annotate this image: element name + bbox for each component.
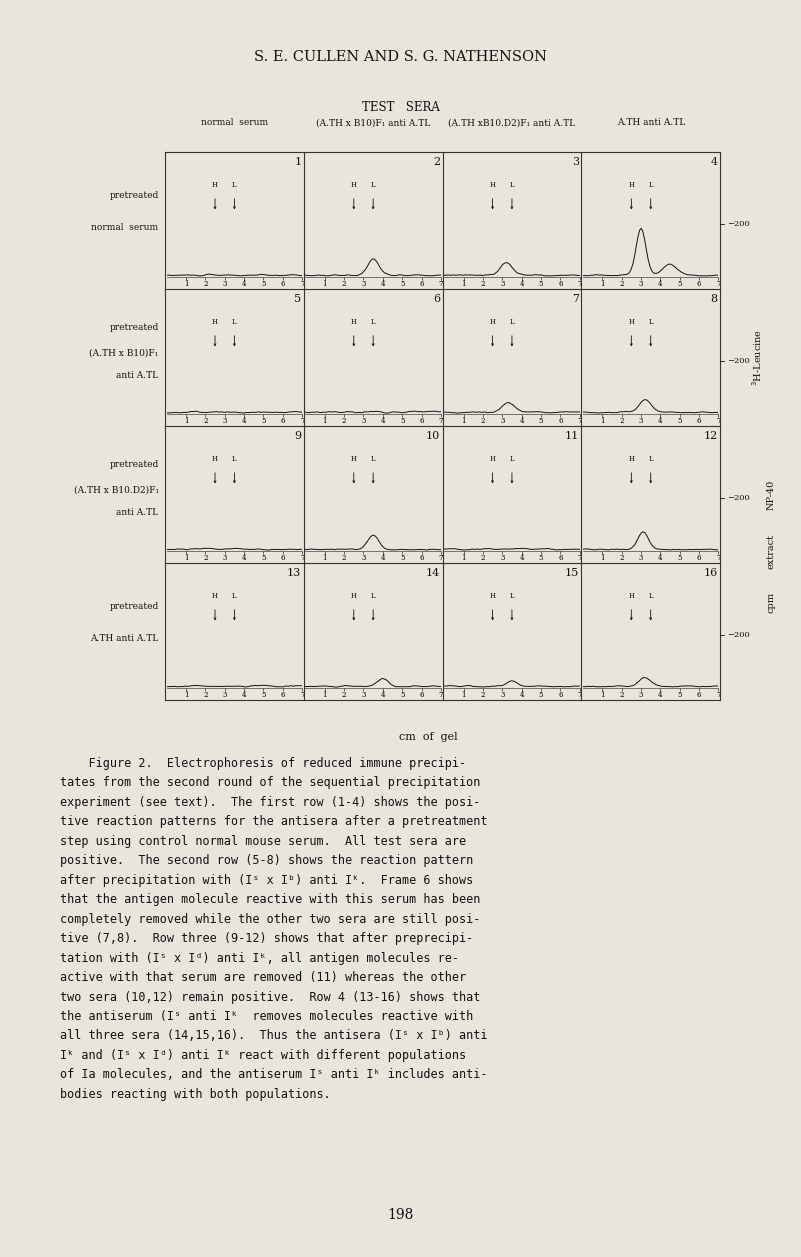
Text: A.TH anti A.TL: A.TH anti A.TL <box>617 118 685 127</box>
Text: L: L <box>509 592 514 600</box>
Text: L: L <box>648 592 653 600</box>
Text: 12: 12 <box>703 431 718 441</box>
Text: after precipitation with (Iˢ x Iᵇ) anti Iᵏ.  Frame 6 shows: after precipitation with (Iˢ x Iᵇ) anti … <box>60 874 473 886</box>
Text: H: H <box>489 592 496 600</box>
Text: Figure 2.  Electrophoresis of reduced immune precipi-: Figure 2. Electrophoresis of reduced imm… <box>60 757 466 769</box>
Text: pretreated: pretreated <box>110 602 159 611</box>
Text: L: L <box>509 318 514 326</box>
Text: (A.TH xB10.D2)F₁ anti A.TL: (A.TH xB10.D2)F₁ anti A.TL <box>449 118 575 127</box>
Text: $^3$H-Leucine: $^3$H-Leucine <box>750 329 764 386</box>
Text: 8: 8 <box>710 294 718 304</box>
Text: all three sera (14,15,16).  Thus the antisera (Iˢ x Iᵇ) anti: all three sera (14,15,16). Thus the anti… <box>60 1029 488 1042</box>
Text: tation with (Iˢ x Iᵈ) anti Iᵏ, all antigen molecules re-: tation with (Iˢ x Iᵈ) anti Iᵏ, all antig… <box>60 952 459 964</box>
Text: of Ia molecules, and the antiserum Iˢ anti Iᵏ includes anti-: of Ia molecules, and the antiserum Iˢ an… <box>60 1068 488 1081</box>
Text: H: H <box>212 318 218 326</box>
Text: −200: −200 <box>727 220 750 229</box>
Text: L: L <box>648 455 653 463</box>
Text: tive reaction patterns for the antisera after a pretreatment: tive reaction patterns for the antisera … <box>60 815 488 828</box>
Text: H: H <box>351 592 356 600</box>
Text: H: H <box>212 592 218 600</box>
Text: pretreated: pretreated <box>110 460 159 469</box>
Text: L: L <box>371 181 376 189</box>
Text: (A.TH x B10.D2)F₁: (A.TH x B10.D2)F₁ <box>74 486 159 495</box>
Text: anti A.TL: anti A.TL <box>116 371 159 380</box>
Text: H: H <box>351 455 356 463</box>
Text: two sera (10,12) remain positive.  Row 4 (13-16) shows that: two sera (10,12) remain positive. Row 4 … <box>60 991 481 1003</box>
Text: positive.  The second row (5-8) shows the reaction pattern: positive. The second row (5-8) shows the… <box>60 855 473 867</box>
Text: 4: 4 <box>710 157 718 167</box>
Text: H: H <box>212 181 218 189</box>
Text: 16: 16 <box>703 568 718 578</box>
Text: the antiserum (Iˢ anti Iᵏ  removes molecules reactive with: the antiserum (Iˢ anti Iᵏ removes molecu… <box>60 1011 473 1023</box>
Text: 9: 9 <box>294 431 301 441</box>
Text: L: L <box>371 455 376 463</box>
Text: (A.TH x B10)F₁ anti A.TL: (A.TH x B10)F₁ anti A.TL <box>316 118 430 127</box>
Text: A.TH anti A.TL: A.TH anti A.TL <box>91 634 159 644</box>
Text: cm  of  gel: cm of gel <box>399 732 458 742</box>
Text: H: H <box>351 318 356 326</box>
Text: H: H <box>489 318 496 326</box>
Text: L: L <box>509 181 514 189</box>
Text: H: H <box>351 181 356 189</box>
Text: H: H <box>489 455 496 463</box>
Text: S. E. CULLEN AND S. G. NATHENSON: S. E. CULLEN AND S. G. NATHENSON <box>254 50 547 64</box>
Text: L: L <box>371 592 376 600</box>
Text: extract: extract <box>767 534 776 569</box>
Text: anti A.TL: anti A.TL <box>116 508 159 517</box>
Text: L: L <box>648 181 653 189</box>
Text: active with that serum are removed (11) whereas the other: active with that serum are removed (11) … <box>60 970 466 984</box>
Text: 10: 10 <box>426 431 441 441</box>
Text: cpm: cpm <box>767 591 776 612</box>
Text: tive (7,8).  Row three (9-12) shows that after preprecipi-: tive (7,8). Row three (9-12) shows that … <box>60 933 473 945</box>
Text: experiment (see text).  The first row (1-4) shows the posi-: experiment (see text). The first row (1-… <box>60 796 481 808</box>
Text: −200: −200 <box>727 494 750 503</box>
Text: completely removed while the other two sera are still posi-: completely removed while the other two s… <box>60 913 481 925</box>
Text: 198: 198 <box>388 1208 413 1222</box>
Text: bodies reacting with both populations.: bodies reacting with both populations. <box>60 1087 331 1101</box>
Text: 11: 11 <box>565 431 579 441</box>
Text: 14: 14 <box>426 568 441 578</box>
Text: H: H <box>628 592 634 600</box>
Text: 5: 5 <box>294 294 301 304</box>
Text: 1: 1 <box>294 157 301 167</box>
Text: L: L <box>648 318 653 326</box>
Text: −200: −200 <box>727 357 750 366</box>
Text: TEST   SERA: TEST SERA <box>361 101 440 113</box>
Text: L: L <box>232 181 237 189</box>
Text: H: H <box>628 455 634 463</box>
Text: Iᵏ and (Iˢ x Iᵈ) anti Iᵏ react with different populations: Iᵏ and (Iˢ x Iᵈ) anti Iᵏ react with diff… <box>60 1048 466 1062</box>
Text: H: H <box>628 318 634 326</box>
Text: H: H <box>212 455 218 463</box>
Text: that the antigen molecule reactive with this serum has been: that the antigen molecule reactive with … <box>60 892 481 906</box>
Text: L: L <box>232 455 237 463</box>
Text: 15: 15 <box>565 568 579 578</box>
Text: H: H <box>489 181 496 189</box>
Text: L: L <box>232 318 237 326</box>
Text: NP-40: NP-40 <box>767 479 776 510</box>
Text: pretreated: pretreated <box>110 323 159 332</box>
Text: H: H <box>628 181 634 189</box>
Text: pretreated: pretreated <box>110 191 159 200</box>
Text: 2: 2 <box>433 157 441 167</box>
Text: 7: 7 <box>572 294 579 304</box>
Text: 3: 3 <box>572 157 579 167</box>
Text: normal  serum: normal serum <box>91 222 159 233</box>
Text: tates from the second round of the sequential precipitation: tates from the second round of the seque… <box>60 776 481 789</box>
Text: L: L <box>232 592 237 600</box>
Text: step using control normal mouse serum.  All test sera are: step using control normal mouse serum. A… <box>60 835 466 847</box>
Text: −200: −200 <box>727 631 750 640</box>
Text: (A.TH x B10)F₁: (A.TH x B10)F₁ <box>90 349 159 358</box>
Text: 13: 13 <box>287 568 301 578</box>
Text: 6: 6 <box>433 294 441 304</box>
Text: L: L <box>509 455 514 463</box>
Text: L: L <box>371 318 376 326</box>
Text: normal  serum: normal serum <box>201 118 268 127</box>
